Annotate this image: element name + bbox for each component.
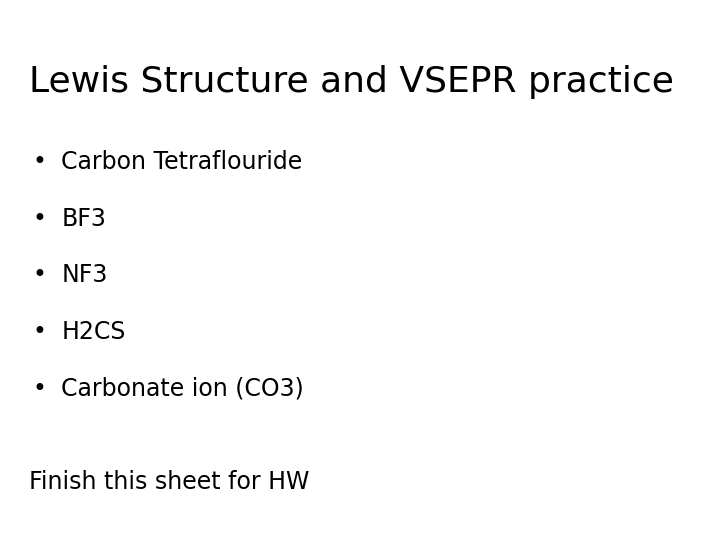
Text: Lewis Structure and VSEPR practice: Lewis Structure and VSEPR practice	[29, 65, 674, 99]
Text: H2CS: H2CS	[61, 320, 125, 344]
Text: Carbon Tetraflouride: Carbon Tetraflouride	[61, 150, 302, 174]
Text: •: •	[32, 207, 47, 231]
Text: BF3: BF3	[61, 207, 106, 231]
Text: NF3: NF3	[61, 264, 107, 287]
Text: Finish this sheet for HW: Finish this sheet for HW	[29, 470, 309, 494]
Text: Carbonate ion (CO3): Carbonate ion (CO3)	[61, 377, 304, 401]
Text: •: •	[32, 264, 47, 287]
Text: •: •	[32, 150, 47, 174]
Text: •: •	[32, 377, 47, 401]
Text: •: •	[32, 320, 47, 344]
